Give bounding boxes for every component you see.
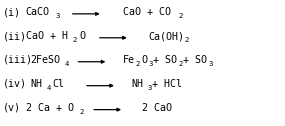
- Text: (v): (v): [3, 103, 21, 113]
- Text: 4: 4: [65, 61, 69, 67]
- Text: Ca(OH): Ca(OH): [148, 31, 184, 41]
- Text: 2: 2: [79, 109, 84, 115]
- Text: (ii): (ii): [3, 31, 27, 41]
- Text: 3: 3: [208, 61, 212, 67]
- Text: 2: 2: [135, 61, 140, 67]
- Text: 2: 2: [73, 37, 77, 43]
- Text: 2 CaO: 2 CaO: [142, 103, 172, 113]
- Text: O: O: [141, 55, 147, 65]
- Text: (iii): (iii): [3, 55, 33, 65]
- Text: O: O: [79, 31, 85, 41]
- Text: 3: 3: [56, 13, 60, 19]
- Text: (i): (i): [3, 7, 21, 17]
- Text: CaCO: CaCO: [26, 7, 50, 17]
- Text: Fe: Fe: [123, 55, 135, 65]
- Text: 3: 3: [149, 61, 153, 67]
- Text: Cl: Cl: [52, 79, 64, 89]
- Text: 4: 4: [46, 85, 51, 91]
- Text: NH: NH: [30, 79, 42, 89]
- Text: NH: NH: [131, 79, 143, 89]
- Text: 2FeSO: 2FeSO: [30, 55, 60, 65]
- Text: (iv): (iv): [3, 79, 27, 89]
- Text: + HCl: + HCl: [152, 79, 182, 89]
- Text: CaO + H: CaO + H: [26, 31, 68, 41]
- Text: CaO + CO: CaO + CO: [123, 7, 170, 17]
- Text: + SO: + SO: [153, 55, 177, 65]
- Text: 2 Ca + O: 2 Ca + O: [26, 103, 74, 113]
- Text: 2: 2: [185, 37, 189, 43]
- Text: + SO: + SO: [183, 55, 207, 65]
- Text: 3: 3: [148, 85, 152, 91]
- Text: 2: 2: [178, 61, 183, 67]
- Text: 2: 2: [178, 13, 182, 19]
